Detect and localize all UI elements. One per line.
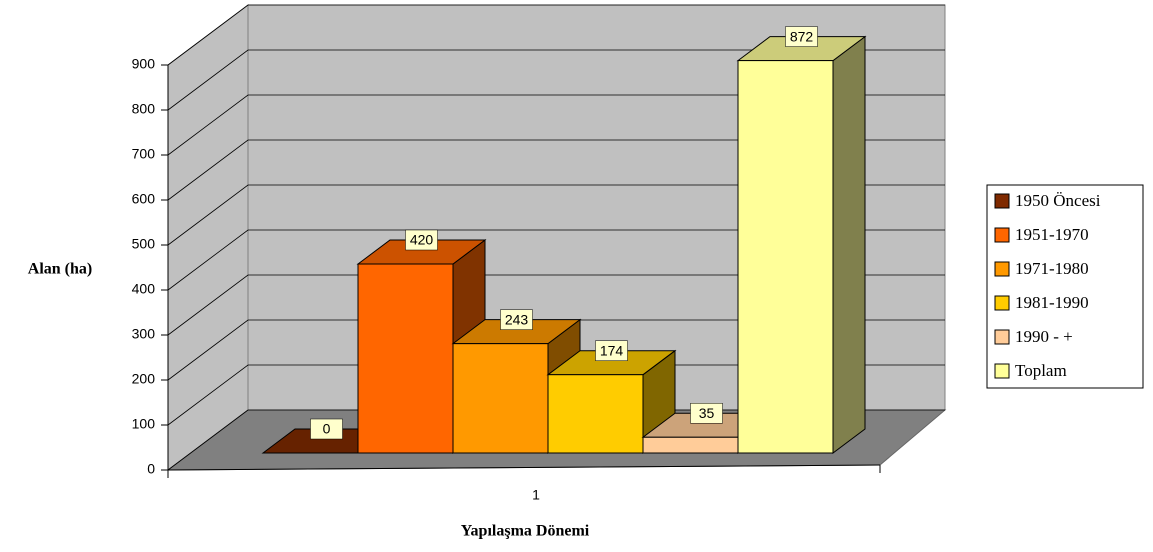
legend-swatch	[994, 329, 1010, 345]
value-label-box	[310, 418, 343, 440]
legend	[986, 184, 1144, 389]
bar	[451, 318, 582, 454]
value-label: 872	[790, 28, 814, 44]
value-label-box	[595, 340, 628, 361]
legend-label: Toplam	[1015, 361, 1067, 380]
legend-label: 1971-1980	[1015, 259, 1089, 278]
bar	[546, 349, 677, 454]
value-label-box	[500, 309, 533, 330]
grid-line	[167, 49, 945, 111]
bar-front	[737, 60, 834, 454]
x-axis-title: Yapılaşma Dönemi	[461, 523, 590, 540]
y-tick-label: 800	[132, 101, 156, 117]
value-label-box	[405, 229, 438, 251]
legend-swatch	[994, 363, 1010, 379]
bar	[736, 35, 867, 454]
grid-line	[167, 4, 945, 66]
value-label-box	[690, 403, 723, 424]
value-label: 243	[505, 311, 529, 327]
value-label: 420	[410, 232, 434, 248]
y-tick-label: 700	[132, 146, 156, 162]
grid-line	[167, 364, 945, 426]
bar-front	[452, 343, 549, 454]
legend-label: 1950 Öncesi	[1015, 191, 1101, 210]
legend-label: 1951-1970	[1015, 225, 1089, 244]
grid-line	[167, 139, 945, 201]
y-tick-label: 600	[132, 191, 156, 207]
bar-front	[642, 436, 739, 454]
y-tick-label: 200	[132, 371, 156, 387]
bar-front	[547, 374, 644, 454]
value-label: 174	[600, 342, 624, 358]
grid-line	[167, 184, 945, 246]
legend-swatch	[994, 295, 1010, 311]
y-tick-label: 500	[132, 236, 156, 252]
x-tick-label: 1	[532, 487, 540, 503]
y-axis-title: Alan (ha)	[28, 261, 92, 278]
grid-line	[167, 229, 945, 291]
y-tick-label: 100	[132, 416, 156, 432]
x-axis	[167, 464, 881, 471]
legend-label: 1981-1990	[1015, 293, 1089, 312]
legend-swatch	[994, 261, 1010, 277]
grid-line	[167, 274, 945, 336]
value-label: 35	[699, 405, 715, 421]
side-wall	[167, 4, 249, 471]
bar-side	[832, 35, 866, 454]
y-tick-label: 300	[132, 326, 156, 342]
grid-line	[167, 319, 945, 381]
value-label-box	[785, 26, 818, 47]
value-label: 0	[323, 421, 331, 437]
y-tick-label: 0	[147, 461, 155, 477]
legend-label: 1990 - +	[1015, 327, 1073, 346]
bar-front	[357, 263, 454, 454]
legend-swatch	[994, 193, 1010, 209]
y-tick-label: 400	[132, 281, 156, 297]
legend-swatch	[994, 227, 1010, 243]
grid-line	[167, 94, 945, 156]
y-tick-label: 900	[132, 56, 156, 72]
